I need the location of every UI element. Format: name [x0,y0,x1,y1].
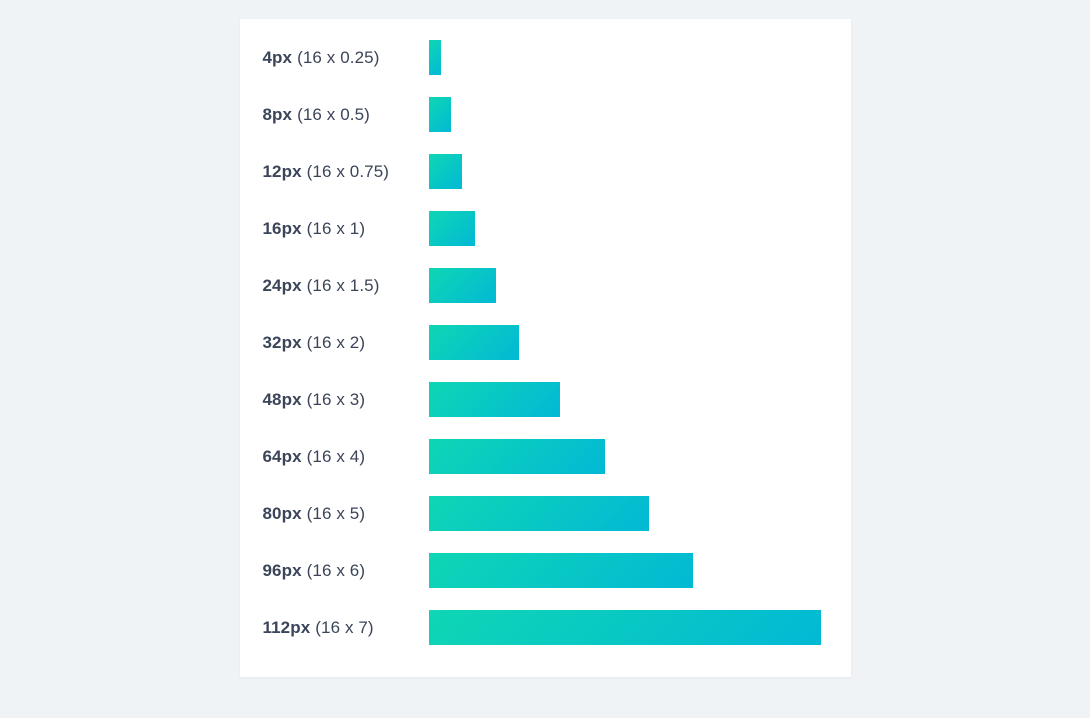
spacing-bar [428,211,475,246]
spacing-multiplier: (16 x 2) [306,332,366,352]
spacing-size-value: 32px [262,332,302,352]
spacing-row: 64px (16 x 4) [263,439,821,474]
spacing-label: 8px (16 x 0.5) [263,105,429,125]
spacing-multiplier: (16 x 5) [306,503,366,523]
spacing-row: 80px (16 x 5) [263,496,821,531]
spacing-multiplier: (16 x 7) [315,617,374,637]
spacing-label: 96px (16 x 6) [263,561,429,581]
spacing-bar [428,40,441,75]
spacing-row: 16px (16 x 1) [263,211,821,246]
spacing-label: 32px (16 x 2) [263,333,429,353]
spacing-size-value: 112px [262,617,311,637]
spacing-bar [428,439,605,474]
spacing-bar [428,325,519,360]
spacing-bar [428,496,649,531]
spacing-label: 16px (16 x 1) [263,219,429,239]
spacing-size-value: 24px [262,275,302,295]
spacing-label: 112px (16 x 7) [263,618,429,638]
spacing-row: 48px (16 x 3) [263,382,821,417]
spacing-row: 32px (16 x 2) [263,325,821,360]
spacing-size-value: 12px [262,161,302,181]
spacing-multiplier: (16 x 4) [306,446,366,466]
spacing-multiplier: (16 x 0.5) [297,104,370,124]
spacing-label: 64px (16 x 4) [263,447,429,467]
spacing-row: 96px (16 x 6) [263,553,821,588]
spacing-row: 24px (16 x 1.5) [263,268,821,303]
spacing-scale-card: 4px (16 x 0.25) 8px (16 x 0.5) 12px (16 x 0.7… [239,19,851,677]
spacing-size-value: 4px [262,47,293,67]
spacing-label: 48px (16 x 3) [263,390,429,410]
spacing-bar [428,268,496,303]
spacing-multiplier: (16 x 1) [306,218,366,238]
spacing-label: 12px (16 x 0.75) [263,162,429,182]
spacing-size-value: 48px [262,389,302,409]
spacing-bar [428,97,451,132]
spacing-row: 8px (16 x 0.5) [263,97,821,132]
spacing-bar [428,610,821,645]
spacing-size-value: 96px [262,560,302,580]
spacing-label: 4px (16 x 0.25) [263,48,429,68]
spacing-bar [428,553,693,588]
spacing-multiplier: (16 x 0.25) [297,47,380,67]
spacing-size-value: 64px [262,446,302,466]
spacing-label: 24px (16 x 1.5) [263,276,429,296]
spacing-bar [428,382,560,417]
spacing-multiplier: (16 x 0.75) [306,161,390,181]
spacing-label: 80px (16 x 5) [263,504,429,524]
spacing-multiplier: (16 x 1.5) [306,275,380,295]
spacing-multiplier: (16 x 6) [306,560,366,580]
spacing-row: 112px (16 x 7) [263,610,821,645]
spacing-rows-container: 4px (16 x 0.25) 8px (16 x 0.5) 12px (16 x 0.7… [263,40,821,645]
spacing-size-value: 16px [262,218,302,238]
spacing-size-value: 8px [262,104,293,124]
spacing-multiplier: (16 x 3) [306,389,366,409]
spacing-row: 12px (16 x 0.75) [263,154,821,189]
spacing-row: 4px (16 x 0.25) [263,40,821,75]
spacing-size-value: 80px [262,503,302,523]
spacing-bar [428,154,462,189]
